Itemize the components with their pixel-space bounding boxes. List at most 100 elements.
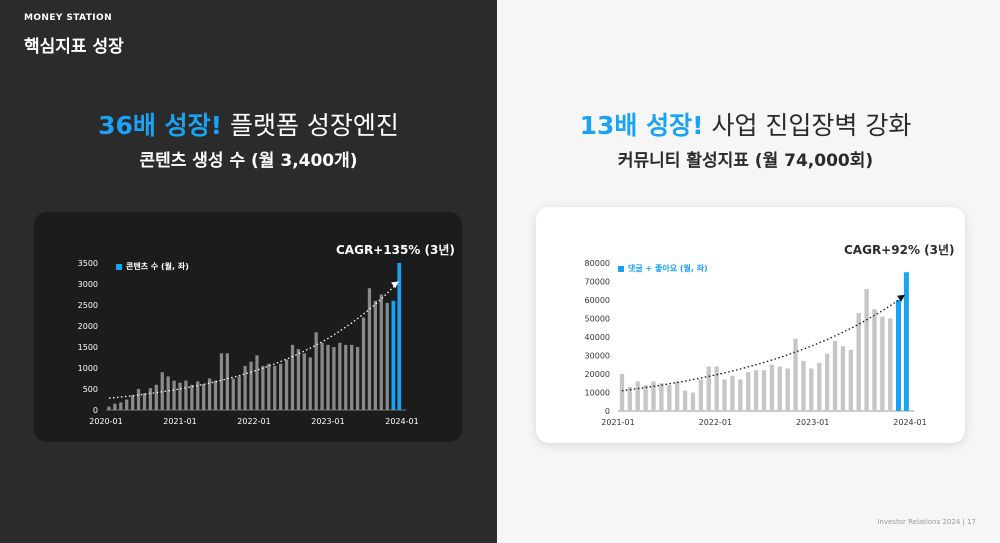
y-tick-label: 2500 [78,301,98,310]
bar [722,379,727,411]
y-tick-label: 10000 [585,389,610,398]
x-tick-label: 2021-01 [601,418,634,427]
bar [320,342,324,410]
left-bar-chart: 0 500 1000 1500 2000 2500 3000 3500 2020-01 2021-… [78,259,419,426]
bar [172,380,176,410]
right-legend-label: 댓글 + 좋아요 (월, 좌) [628,264,708,273]
bar [178,382,182,410]
bar [903,272,909,411]
bar [761,370,767,411]
y-tick-label: 1500 [78,343,98,352]
bar [635,381,640,411]
bar [255,355,259,410]
right-headline: 13배 성장! 사업 진입장벽 강화 [497,106,994,142]
right-cagr-label: CAGR+92% (3년) [844,243,955,257]
bar [314,332,318,410]
right-headline-rest: 사업 진입장벽 강화 [711,111,912,140]
y-tick-label: 3000 [78,280,98,289]
bar [231,378,235,410]
bar [273,365,277,410]
bar [753,370,759,411]
x-tick-label: 2022-01 [699,418,732,427]
bar [801,361,806,411]
bar [714,366,719,411]
bar [142,393,147,410]
bar [332,347,336,410]
bar [261,365,265,410]
right-subheadline: 커뮤니티 활성지표 (월 74,000회) [617,151,874,171]
y-tick-label: 60000 [585,296,610,305]
left-cagr-label: CAGR+135% (3년) [336,243,455,257]
left-headline-rest: 플랫폼 성장엔진 [229,111,399,140]
trend-arrow [897,294,906,302]
bar [385,302,389,410]
y-tick-label: 500 [83,385,98,394]
bar [730,375,735,411]
y-tick-label: 40000 [585,333,610,342]
bar [651,381,656,411]
bar [373,300,377,410]
bar [202,383,206,410]
bar [379,294,383,410]
bar [706,366,711,411]
bar [738,379,743,411]
x-tick-label: 2023-01 [796,418,829,427]
bar [785,368,790,411]
y-tick-label: 3500 [78,259,98,268]
right-bar-chart: 0 10000 20000 30000 40000 50000 60000 70000 8000… [585,259,927,427]
x-tick-label: 2024-01 [385,417,418,426]
bar [361,317,366,410]
bar [856,312,861,411]
bar [148,388,153,410]
bar [690,392,696,411]
y-tick-label: 2000 [78,322,98,331]
footer-text: Investor Relations 2024 | 17 [877,518,976,526]
y-tick-label: 70000 [585,278,610,287]
left-legend-label: 콘텐츠 수 (월, 좌) [126,262,189,271]
left-subheadline: 콘텐츠 생성 수 (월 3,400개) [139,151,358,171]
bar [326,344,330,410]
bar [350,344,354,410]
page-title: 핵심지표 성장 [24,37,124,57]
left-chart-card: CAGR+135% (3년) 콘텐츠 수 (월, 좌) 0 500 1000 1500… [34,212,462,442]
right-legend: 댓글 + 좋아요 (월, 좌) [618,263,708,274]
x-tick-label: 2023-01 [311,417,344,426]
bar [207,378,212,410]
trend-arrow [391,281,400,289]
bar [619,374,625,411]
left-legend: 콘텐츠 수 (월, 좌) [116,261,189,272]
legend-swatch [116,263,122,270]
left-panel: MONEY STATION 핵심지표 성장 36배 성장! 플랫폼 성장엔진 콘… [0,0,497,543]
bar [308,357,312,410]
bar [267,363,271,410]
bar [279,363,283,410]
legend-swatch [618,265,624,272]
bar [627,386,633,411]
bar [832,340,838,411]
bar [249,361,253,410]
bar [643,385,648,411]
bar [290,344,295,410]
bar [338,342,342,410]
y-tick-label: 20000 [585,370,610,379]
bar [166,376,170,410]
bar [113,403,117,410]
left-headline: 36배 성장! 플랫폼 성장엔진 [0,106,497,142]
bar [119,402,123,410]
bar [391,300,396,410]
bar [237,376,241,410]
right-headline-accent: 13배 성장! [579,111,704,140]
bar [107,406,111,410]
trend-line [108,283,397,399]
bar [296,349,301,410]
bar [809,368,814,411]
bar [344,344,348,410]
bar [824,353,830,411]
bar [243,365,247,410]
bar [682,390,688,411]
bar [219,353,224,410]
x-tick-label: 2020-01 [89,417,122,426]
bar [880,316,885,411]
bar [793,338,798,411]
y-tick-label: 80000 [585,259,610,268]
